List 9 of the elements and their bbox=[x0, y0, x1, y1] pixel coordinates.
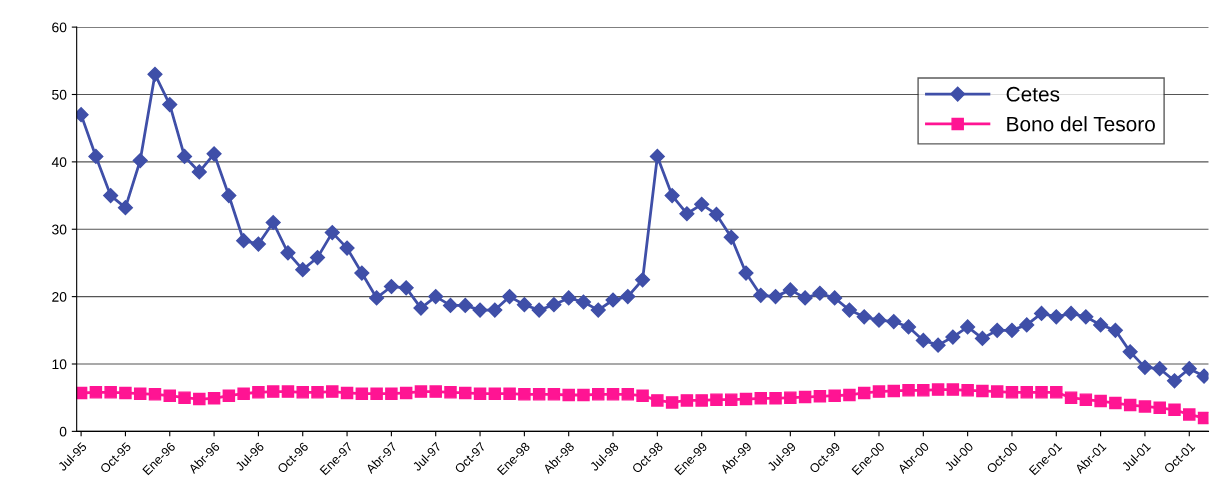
y-tick-label: 10 bbox=[52, 359, 67, 370]
legend-label: Cetes bbox=[1006, 86, 1060, 102]
legend-label: Bono del Tesoro bbox=[1007, 116, 1155, 132]
y-tick-label: 50 bbox=[52, 89, 67, 100]
y-tick-label: 40 bbox=[51, 157, 67, 168]
y-tick-label: 0 bbox=[59, 426, 67, 437]
y-tick-label: 60 bbox=[52, 22, 67, 33]
y-tick-label: 20 bbox=[52, 291, 67, 302]
y-tick-label: 30 bbox=[52, 224, 67, 235]
